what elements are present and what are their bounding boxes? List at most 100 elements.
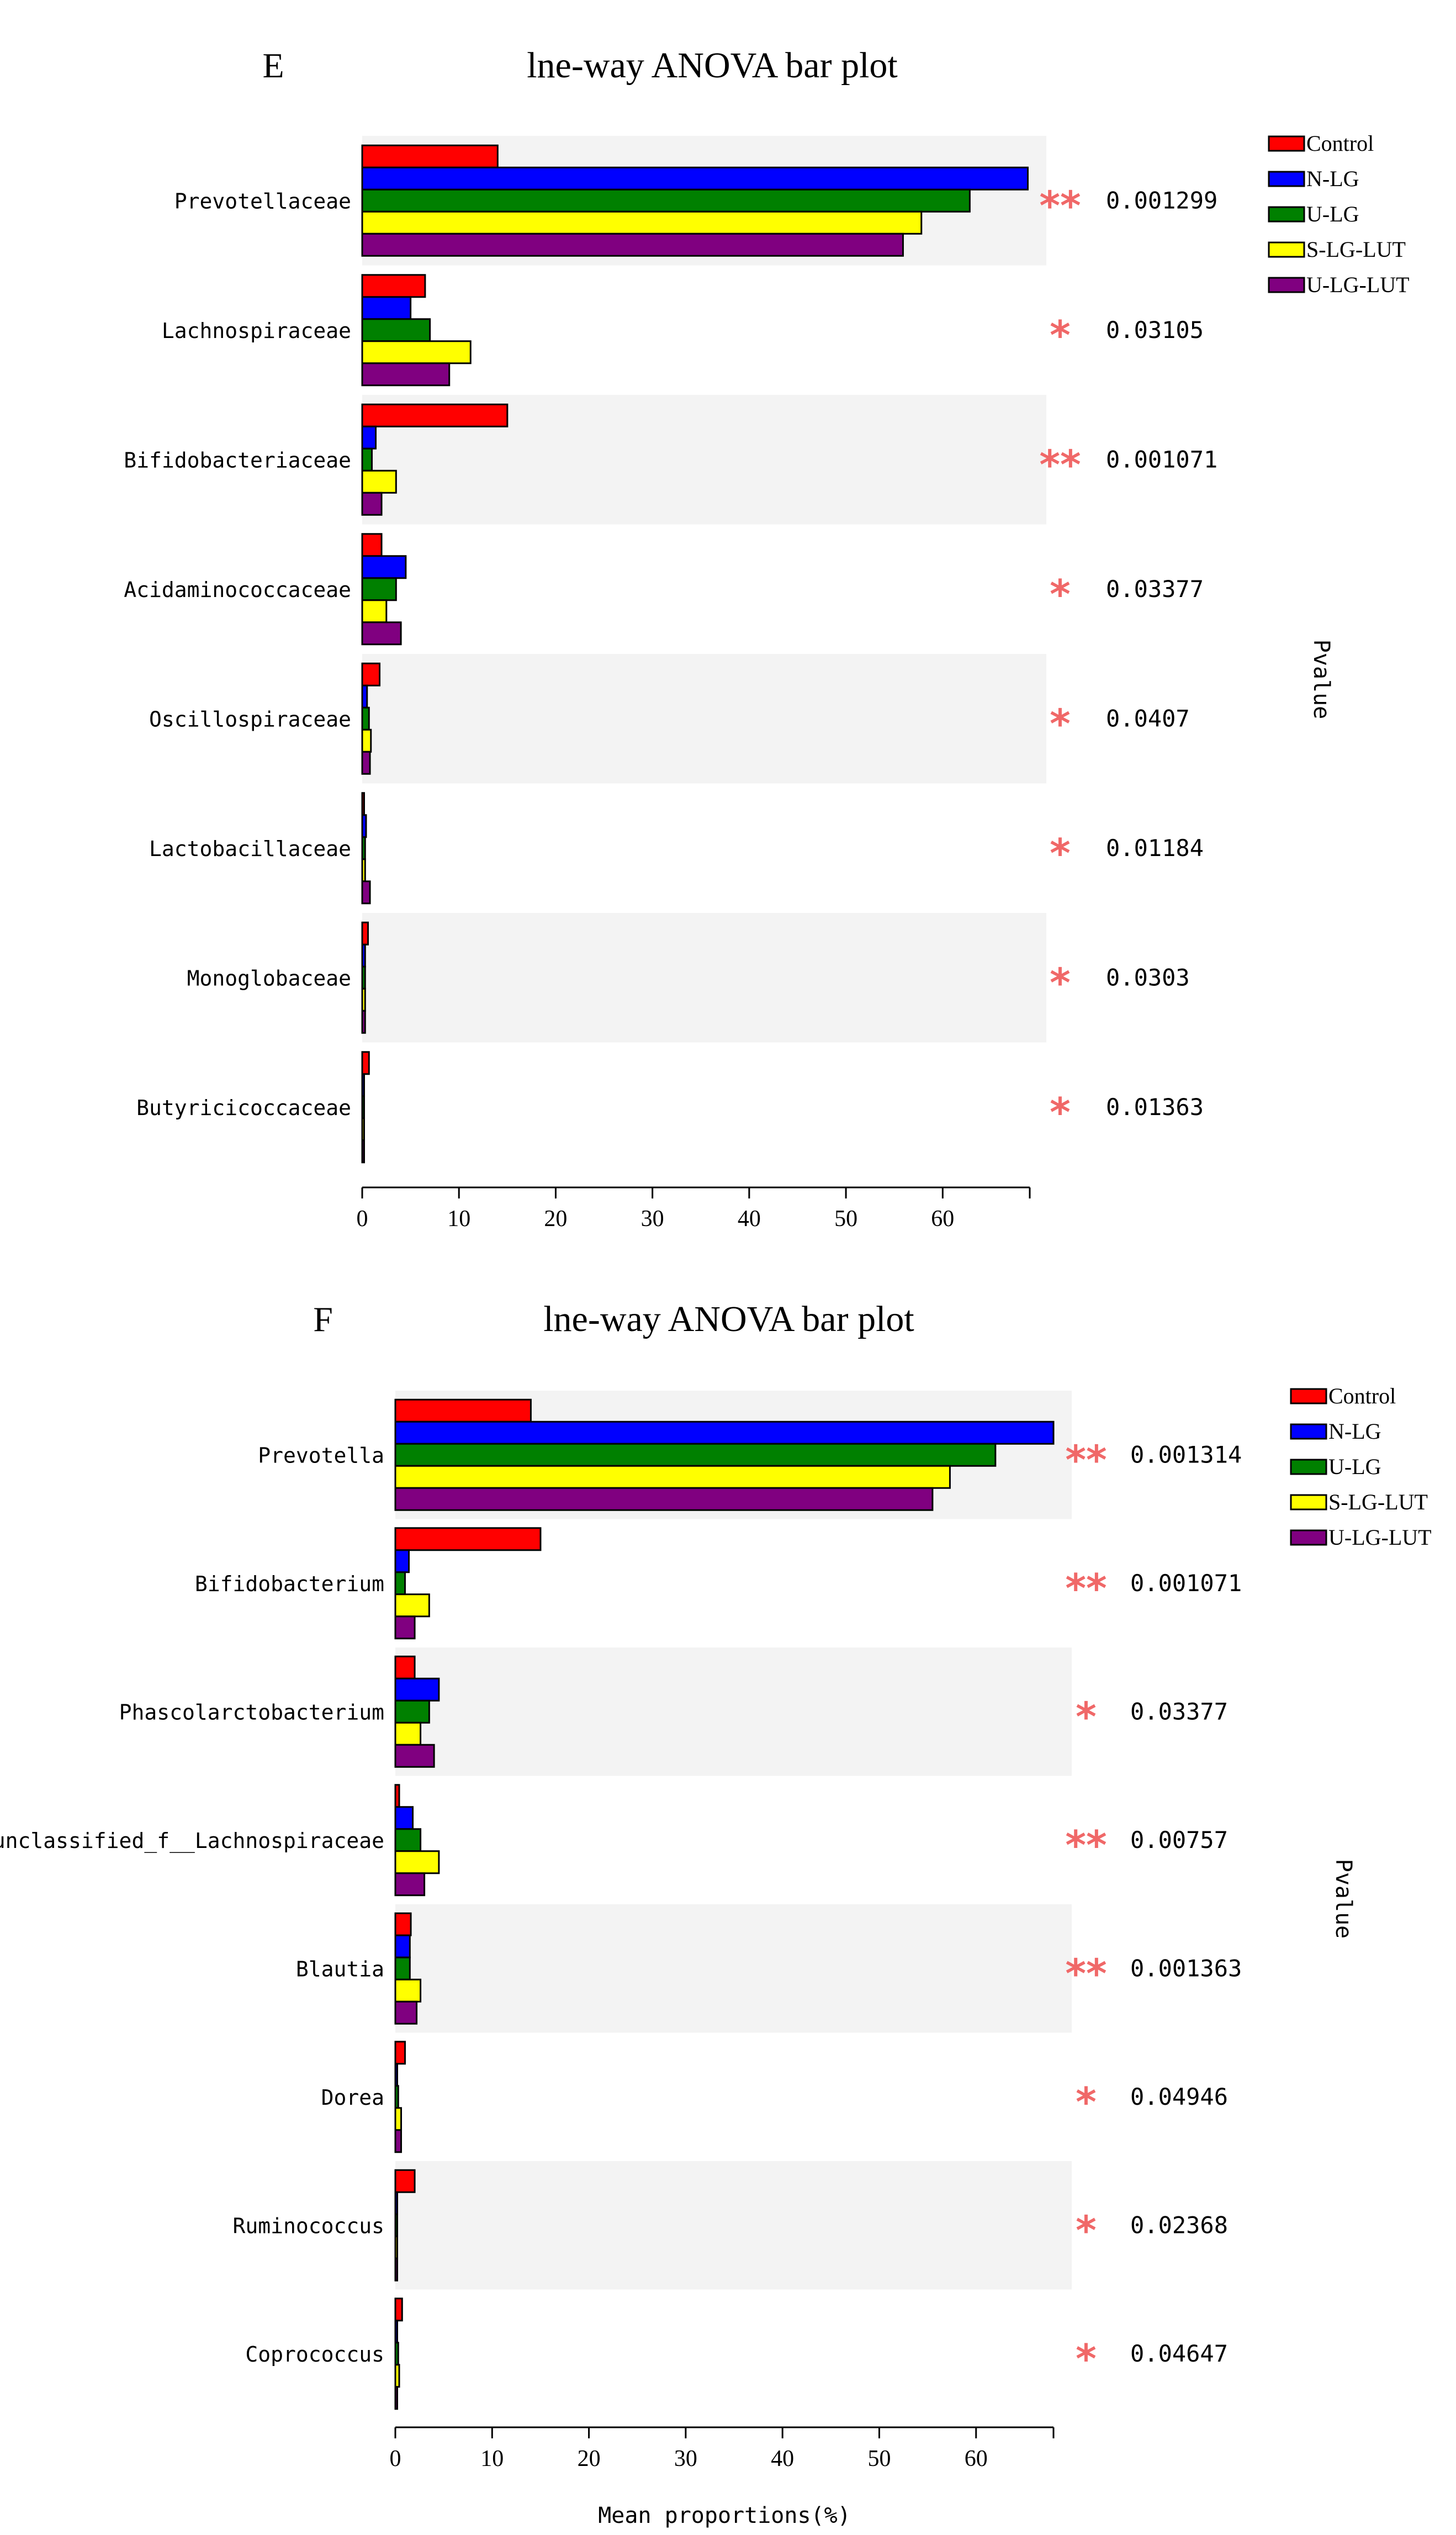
panel-letter: F	[313, 1300, 333, 1339]
p-value: 0.01363	[1106, 1094, 1204, 1121]
bar-u-lg	[394, 1956, 411, 1981]
significance-marker: *	[1050, 830, 1071, 876]
bar-u-lg-lut	[394, 2386, 399, 2410]
row-band	[395, 1904, 1072, 2033]
bar-control	[394, 1784, 400, 1808]
significance-marker: **	[1065, 1950, 1106, 1997]
bar-control	[394, 2041, 406, 2065]
bar-n-lg	[394, 1806, 414, 1830]
bar-u-lg-lut	[361, 362, 451, 387]
legend-label: S-LG-LUT	[1328, 1490, 1428, 1514]
p-value: 0.03377	[1130, 1698, 1228, 1725]
significance-marker: *	[1076, 1693, 1097, 1740]
bar-control	[361, 921, 369, 946]
significance-marker: **	[1065, 1565, 1106, 1612]
bar-u-lg	[361, 836, 366, 860]
row-band	[395, 1647, 1072, 1776]
bar-u-lg-lut	[361, 1139, 366, 1164]
row-band	[395, 2161, 1072, 2290]
bar-s-lg-lut	[361, 210, 923, 235]
bar-u-lg-lut	[361, 1010, 366, 1034]
bar-n-lg	[361, 425, 377, 450]
bar-s-lg-lut	[394, 2364, 400, 2388]
legend-label: U-LG	[1328, 1454, 1381, 1479]
bar-control	[394, 2298, 403, 2322]
category-label: Oscillospiraceae	[149, 707, 351, 731]
significance-marker: **	[1039, 182, 1081, 229]
bar-u-lg-lut	[361, 880, 371, 905]
bar-control	[361, 274, 426, 298]
bar-control	[394, 2169, 416, 2193]
bar-u-lg	[394, 2342, 399, 2366]
category-label: Prevotellaceae	[174, 189, 351, 213]
legend-swatch-u-lg	[1290, 1459, 1327, 1475]
bar-n-lg	[361, 684, 368, 709]
category-label: Acidaminococcaceae	[124, 578, 351, 602]
bar-s-lg-lut	[361, 728, 372, 753]
bar-s-lg-lut	[394, 1465, 951, 1489]
category-label: Dorea	[321, 2085, 384, 2110]
bar-control	[361, 533, 383, 557]
x-tick-label: 10	[447, 1206, 470, 1232]
x-tick-label: 20	[544, 1206, 567, 1232]
bar-u-lg-lut	[394, 1615, 416, 1640]
bar-n-lg	[361, 814, 367, 838]
legend-swatch-u-lg-lut	[1268, 277, 1305, 293]
bar-n-lg	[394, 2320, 399, 2344]
category-label: Lachnospiraceae	[162, 319, 351, 343]
bar-u-lg-lut	[361, 492, 383, 516]
legend-label: U-LG-LUT	[1328, 1525, 1432, 1550]
bar-n-lg	[394, 2191, 399, 2215]
p-value: 0.001363	[1130, 1955, 1242, 1982]
bar-control	[394, 1527, 542, 1551]
bar-s-lg-lut	[361, 1117, 366, 1142]
x-tick-label: 60	[931, 1206, 954, 1232]
category-label: Monoglobaceae	[187, 966, 351, 990]
bar-control	[361, 403, 509, 427]
bar-n-lg	[394, 1420, 1055, 1445]
significance-marker: *	[1050, 312, 1071, 358]
legend-label: Control	[1306, 131, 1374, 156]
bar-u-lg	[394, 2213, 399, 2237]
bar-s-lg-lut	[394, 1721, 422, 1746]
bar-u-lg	[394, 1699, 430, 1724]
bar-u-lg	[394, 2085, 399, 2109]
bar-n-lg	[394, 1934, 411, 1958]
p-value: 0.001314	[1130, 1441, 1242, 1468]
bar-n-lg	[394, 1677, 440, 1702]
p-value: 0.03105	[1106, 316, 1204, 344]
row-band	[362, 913, 1046, 1043]
legend-label: N-LG	[1328, 1419, 1381, 1444]
bar-u-lg-lut	[394, 1487, 934, 1511]
legend-swatch-s-lg-lut	[1268, 241, 1305, 258]
category-label: Phascolarctobacterium	[119, 1700, 384, 1724]
significance-marker: **	[1065, 1822, 1106, 1868]
bar-n-lg	[361, 1073, 366, 1097]
p-value: 0.0407	[1106, 705, 1190, 732]
significance-marker: *	[1050, 1089, 1071, 1136]
legend-label: S-LG-LUT	[1306, 237, 1406, 262]
bar-u-lg	[361, 447, 373, 472]
bar-u-lg	[394, 1828, 422, 1852]
x-tick-label: 0	[390, 2446, 401, 2471]
bar-n-lg	[394, 2063, 399, 2087]
p-value: 0.03377	[1106, 575, 1204, 603]
bar-s-lg-lut	[394, 2107, 403, 2131]
x-tick-label: 60	[965, 2446, 988, 2471]
category-label: Prevotella	[258, 1443, 384, 1467]
bar-u-lg-lut	[361, 751, 371, 775]
significance-marker: **	[1039, 441, 1081, 488]
bar-u-lg-lut	[394, 1744, 435, 1768]
bar-u-lg	[361, 706, 370, 731]
panel-letter: E	[262, 46, 284, 85]
row-band	[362, 654, 1046, 784]
legend-swatch-u-lg-lut	[1290, 1529, 1327, 1546]
x-axis-label: Mean proportions(%)	[598, 2503, 851, 2528]
legend-swatch-n-lg	[1290, 1423, 1327, 1440]
bar-n-lg	[361, 296, 412, 320]
bar-s-lg-lut	[361, 340, 472, 365]
bar-control	[394, 1655, 416, 1680]
bar-control	[361, 1051, 370, 1075]
x-tick-label: 50	[867, 2446, 891, 2471]
category-label: Bifidobacteriaceae	[124, 448, 351, 472]
